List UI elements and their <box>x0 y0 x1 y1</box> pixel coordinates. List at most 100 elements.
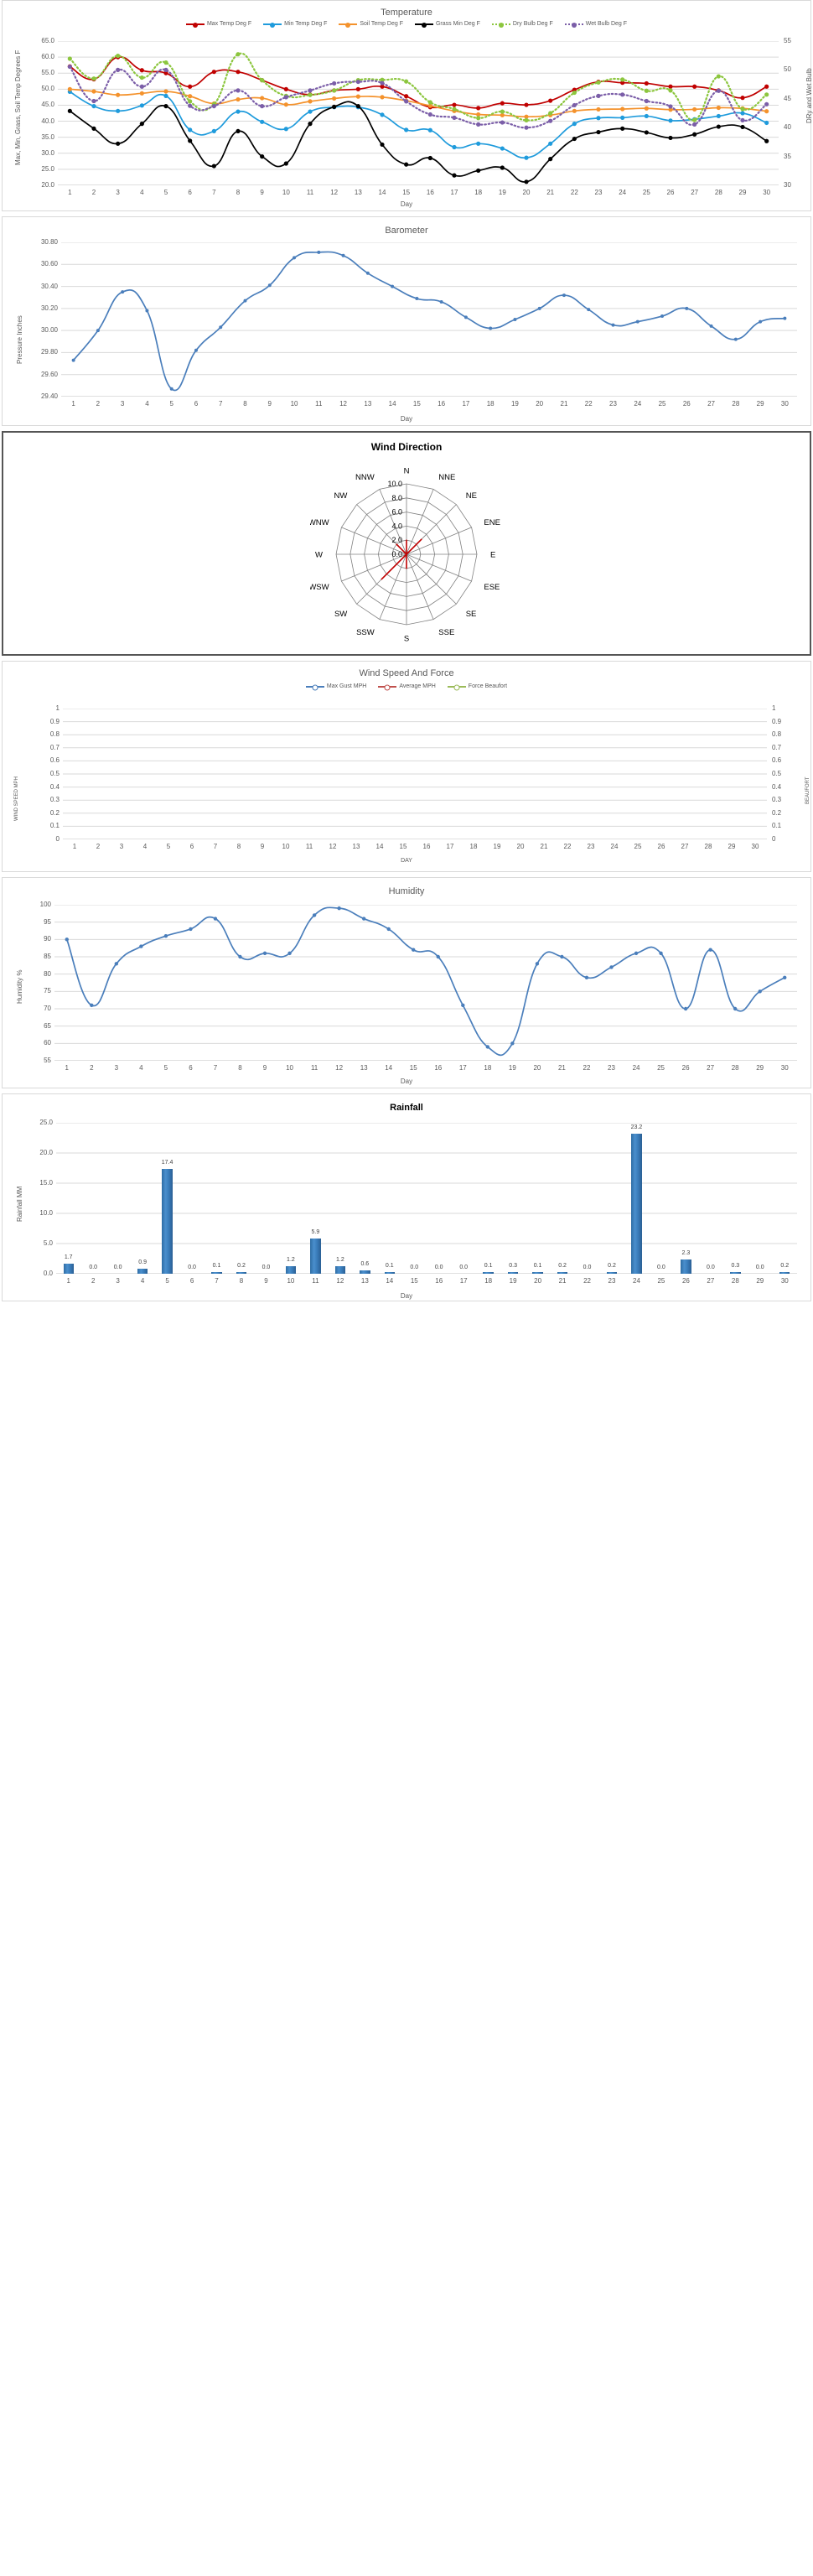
rainfall-xtick: 6 <box>189 1277 194 1285</box>
temp-plot-xtick: 25 <box>642 189 650 196</box>
ws-plot-ytick-right: 0.8 <box>772 730 782 739</box>
rainfall-xtick: 17 <box>459 1277 468 1285</box>
rainfall-xtick: 25 <box>657 1277 665 1285</box>
barometer-y-axis-label: Pressure Inches <box>16 315 23 364</box>
baro-plot-xtick: 21 <box>560 400 568 408</box>
rainfall-bar-label: 0.6 <box>360 1260 370 1267</box>
wind-speed-y-axis-label-right: BEAUFORT <box>805 776 810 804</box>
baro-plot-xtick: 30 <box>780 400 789 408</box>
rainfall-chart-panel: Rainfall Rainfall MM Day 0.0 5.0 10.0 15.0 2… <box>2 1093 811 1301</box>
rainfall-bar <box>532 1272 543 1274</box>
temp-plot-ytick-right: 55 <box>784 37 791 44</box>
legend-item-average-mph: Average MPH <box>378 683 436 690</box>
temp-plot-xtick: 18 <box>474 189 483 196</box>
ws-plot-xtick: 27 <box>681 843 689 850</box>
baro-plot-xtick: 29 <box>756 400 764 408</box>
rainfall-bar <box>236 1272 247 1274</box>
ws-plot-ytick-right: 0.6 <box>772 756 782 765</box>
rainfall-bar <box>360 1270 370 1274</box>
rainfall-bar <box>162 1168 173 1274</box>
rainfall-bar-label: 0.0 <box>410 1265 419 1270</box>
baro-plot-xtick: 19 <box>510 400 519 408</box>
rainfall-xtick: 20 <box>534 1277 542 1285</box>
ws-plot-ytick-right: 0.3 <box>772 796 782 804</box>
rainfall-bar-label: 0.0 <box>262 1265 271 1270</box>
ws-plot-xtick: 18 <box>469 843 478 850</box>
temp-plot-xtick: 30 <box>763 189 771 196</box>
wind-speed-y-axis-label-left: WIND SPEED MPH <box>14 776 19 821</box>
rainfall-bar <box>137 1268 148 1274</box>
hum-plot-xtick: 16 <box>434 1064 443 1072</box>
ws-plot-xtick: 24 <box>610 843 619 850</box>
svg-text:SW: SW <box>334 610 347 619</box>
wind-speed-plot-area <box>63 709 767 839</box>
ws-plot-ytick-right: 0.2 <box>772 808 782 817</box>
rainfall-ytick: 10.0 <box>39 1209 53 1217</box>
baro-plot-xtick: 15 <box>412 400 421 408</box>
rainfall-bar-label: 0.1 <box>385 1263 394 1269</box>
svg-text:8.0: 8.0 <box>391 494 402 502</box>
hum-plot-xtick: 12 <box>335 1064 344 1072</box>
rainfall-bar-label: 0.1 <box>533 1263 542 1269</box>
baro-plot-ytick: 30.00 <box>40 326 58 335</box>
hum-plot-ytick: 85 <box>44 953 51 960</box>
temperature-chart-title: Temperature <box>381 8 432 18</box>
hum-plot-xtick: 22 <box>583 1064 591 1072</box>
wind-direction-chart-title: Wind Direction <box>370 441 443 453</box>
temp-plot-xtick: 11 <box>306 189 314 196</box>
temp-plot-ytick: 25.0 <box>41 164 54 173</box>
hum-plot-ytick: 70 <box>44 1005 51 1012</box>
legend-item-dry-bulb: Dry Bulb Deg F <box>491 21 553 28</box>
hum-plot-xtick: 30 <box>780 1064 789 1072</box>
hum-plot-xtick: 29 <box>756 1064 764 1072</box>
temp-plot-ytick-right: 30 <box>784 181 791 189</box>
ws-plot-ytick: 0.2 <box>49 808 60 817</box>
ws-plot-ytick-right: 0.4 <box>772 782 782 791</box>
hum-plot-xtick: 9 <box>262 1064 267 1072</box>
rainfall-bar <box>507 1271 519 1274</box>
ws-plot-ytick: 0.7 <box>49 743 60 751</box>
rainfall-ytick: 25.0 <box>39 1119 53 1126</box>
temp-plot-xtick: 29 <box>738 189 747 196</box>
ws-plot-xtick: 19 <box>493 843 501 850</box>
temp-plot-xtick: 4 <box>140 189 144 196</box>
rainfall-bar-label: 1.2 <box>335 1257 344 1264</box>
legend-swatch-dry-bulb <box>491 22 510 28</box>
rainfall-bar-label: 0.0 <box>706 1265 715 1270</box>
rainfall-plot-area <box>56 1123 797 1274</box>
wind-direction-chart-panel: Wind Direction 0.0 2.0 4.0 6.0 8.0 10.0 N NNE NE… <box>2 431 811 656</box>
rainfall-xtick: 18 <box>484 1277 493 1285</box>
rainfall-bar-label: 0.3 <box>509 1262 517 1269</box>
baro-plot-xtick: 11 <box>315 400 323 408</box>
hum-plot-ytick: 100 <box>39 901 51 908</box>
temp-plot-xtick: 2 <box>91 189 96 196</box>
rainfall-bar-label: 0.0 <box>755 1265 764 1270</box>
ws-plot-xtick: 28 <box>704 843 712 850</box>
baro-plot-ytick: 29.40 <box>40 392 58 400</box>
ws-plot-xtick: 6 <box>189 843 194 850</box>
hum-plot-xtick: 15 <box>409 1064 417 1072</box>
ws-plot-xtick: 1 <box>72 843 77 850</box>
rainfall-bar <box>483 1272 494 1274</box>
ws-plot-ytick: 0.3 <box>49 796 60 804</box>
hum-plot-xtick: 6 <box>189 1064 193 1072</box>
rainfall-bar <box>779 1272 790 1274</box>
hum-plot-xtick: 14 <box>385 1064 393 1072</box>
temp-plot-ytick: 20.0 <box>41 181 54 189</box>
hum-plot-xtick: 13 <box>360 1064 368 1072</box>
ws-plot-xtick: 9 <box>260 843 265 850</box>
rainfall-xtick: 4 <box>140 1277 145 1285</box>
rainfall-bar-label: 5.9 <box>311 1228 320 1235</box>
hum-plot-xtick: 8 <box>238 1064 242 1072</box>
baro-plot-xtick: 4 <box>145 400 149 408</box>
hum-plot-xtick: 7 <box>213 1064 218 1072</box>
hum-plot-xtick: 21 <box>557 1064 566 1072</box>
legend-label-min-temp: Min Temp Deg F <box>284 21 328 27</box>
hum-plot-xtick: 23 <box>608 1064 615 1072</box>
barometer-plot-area <box>61 242 797 397</box>
temp-plot-xtick: 12 <box>330 189 339 196</box>
ws-plot-ytick-right: 0.1 <box>772 822 782 830</box>
rainfall-bar <box>606 1272 618 1274</box>
temp-plot-xtick: 6 <box>188 189 192 196</box>
svg-text:NE: NE <box>466 491 477 501</box>
